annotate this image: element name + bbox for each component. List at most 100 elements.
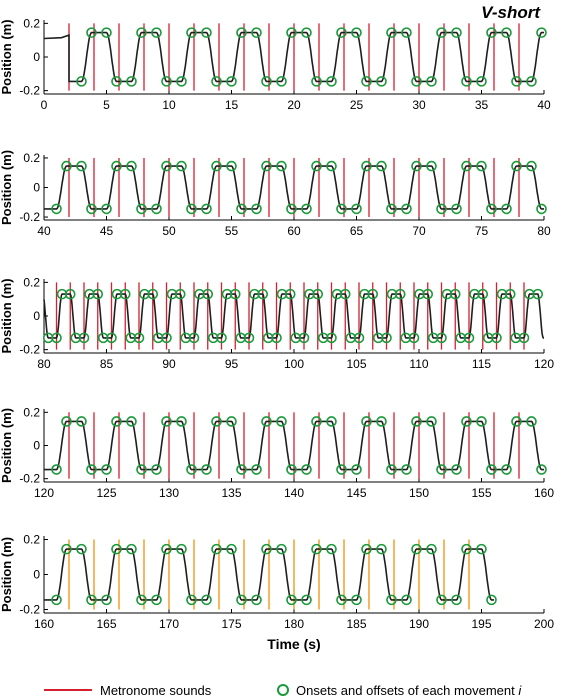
onset-offset-marker	[86, 464, 97, 475]
x-tick-label: 20	[287, 98, 301, 112]
onset-offset-marker	[326, 332, 337, 344]
x-tick-label: 175	[221, 617, 241, 631]
onset-offset-marker	[376, 76, 387, 87]
onset-offset-marker	[111, 160, 122, 172]
y-tick-label: -0.2	[19, 84, 40, 98]
panel-2: -0.2 0 0.2 Position (m) 40 45 50 55 60 65 70 75 80	[0, 150, 551, 238]
onset-offset-marker	[436, 27, 447, 38]
x-tick-label: 195	[471, 617, 491, 631]
y-tick-label: 0.2	[23, 16, 40, 30]
onset-offset-marker	[461, 76, 472, 87]
onset-offset-marker	[286, 464, 297, 475]
onset-offset-marker	[136, 594, 147, 606]
x-tick-label: 135	[221, 486, 241, 500]
onset-offset-marker	[451, 464, 462, 475]
onset-offset-marker	[76, 160, 87, 172]
onset-offset-marker	[176, 543, 187, 555]
legend-onset-label: Onsets and offsets of each movement	[296, 683, 515, 698]
onset-offset-marker	[226, 160, 237, 172]
x-axis-label: Time (s)	[267, 636, 320, 652]
onset-offset-marker	[111, 76, 122, 87]
x-tick-label: 160	[34, 617, 54, 631]
y-tick-label: 0.2	[23, 275, 40, 289]
onset-offset-marker	[276, 416, 287, 427]
x-tick-label: 105	[346, 357, 366, 371]
onset-offset-marker	[211, 416, 222, 427]
onset-offset-marker	[188, 332, 200, 344]
onset-offset-marker	[536, 464, 547, 475]
onset-offset-marker	[236, 594, 247, 606]
x-tick-label: 60	[287, 224, 301, 238]
onset-offset-marker	[326, 416, 337, 427]
onset-offset-marker	[51, 203, 62, 215]
x-tick-label: 200	[534, 617, 554, 631]
onset-offset-marker	[376, 543, 387, 555]
onset-offset-marker	[532, 288, 544, 300]
y-tick-label: 0	[33, 439, 40, 453]
onset-offset-marker	[426, 76, 437, 87]
onset-offset-marker	[476, 543, 487, 555]
onset-offset-marker	[301, 464, 312, 475]
x-tick-label: 120	[534, 357, 554, 371]
x-tick-label: 0	[41, 98, 48, 112]
onset-offset-marker	[526, 76, 537, 87]
onset-offset-marker	[101, 594, 112, 606]
onset-offset-marker	[326, 76, 337, 87]
onset-offset-marker	[119, 288, 131, 300]
onset-offset-marker	[376, 416, 387, 427]
onset-offset-marker	[351, 27, 362, 38]
onset-offset-marker	[449, 288, 461, 300]
onset-offset-marker	[186, 203, 197, 215]
x-tick-label: 160	[534, 486, 554, 500]
onset-offset-marker	[243, 332, 255, 344]
x-tick-label: 180	[284, 617, 304, 631]
onset-offset-marker	[174, 288, 186, 300]
onset-offset-marker	[298, 332, 310, 344]
onset-offset-marker	[351, 464, 362, 475]
x-tick-label: 25	[350, 98, 364, 112]
onset-offset-marker	[76, 76, 87, 87]
onset-offset-marker	[61, 543, 72, 555]
x-tick-label: 55	[225, 224, 239, 238]
onset-offset-marker	[251, 203, 262, 215]
onset-offset-marker	[422, 288, 434, 300]
onset-offset-marker	[276, 160, 287, 172]
onset-offset-marker	[394, 288, 406, 300]
onset-offset-marker	[176, 76, 187, 87]
onset-offset-marker	[229, 288, 241, 300]
onset-offset-marker	[251, 27, 262, 38]
onset-offset-marker	[376, 160, 387, 172]
onset-offset-marker	[76, 543, 87, 555]
onset-offset-marker	[236, 464, 247, 475]
x-tick-label: 140	[284, 486, 304, 500]
onset-offset-marker	[401, 594, 412, 606]
onset-offset-marker	[301, 27, 312, 38]
onset-offset-marker	[151, 203, 162, 215]
onset-offset-marker	[92, 288, 104, 300]
x-tick-label: 100	[284, 357, 304, 371]
onset-offset-marker	[426, 160, 437, 172]
onset-offset-marker	[126, 160, 137, 172]
x-tick-label: 65	[350, 224, 364, 238]
onset-offset-marker	[261, 543, 272, 555]
onset-offset-marker	[201, 464, 212, 475]
onset-offset-marker	[326, 160, 337, 172]
onset-offset-marker	[518, 332, 530, 344]
onset-offset-marker	[486, 594, 497, 606]
onset-offset-marker	[226, 543, 237, 555]
x-tick-label: 115	[472, 357, 491, 371]
x-tick-label: 145	[346, 486, 366, 500]
y-tick-label: 0	[33, 181, 40, 195]
x-tick-label: 130	[159, 486, 179, 500]
onset-offset-marker	[201, 594, 212, 606]
onset-offset-marker	[161, 332, 172, 344]
onset-offset-marker	[426, 543, 437, 555]
onset-offset-marker	[361, 160, 372, 172]
onset-offset-marker	[133, 332, 145, 344]
x-tick-label: 50	[162, 224, 176, 238]
onset-offset-marker	[101, 27, 112, 38]
onset-offset-marker	[216, 332, 227, 344]
legend-metronome-label: Metronome sounds	[100, 683, 212, 698]
onset-offset-marker	[311, 76, 322, 87]
